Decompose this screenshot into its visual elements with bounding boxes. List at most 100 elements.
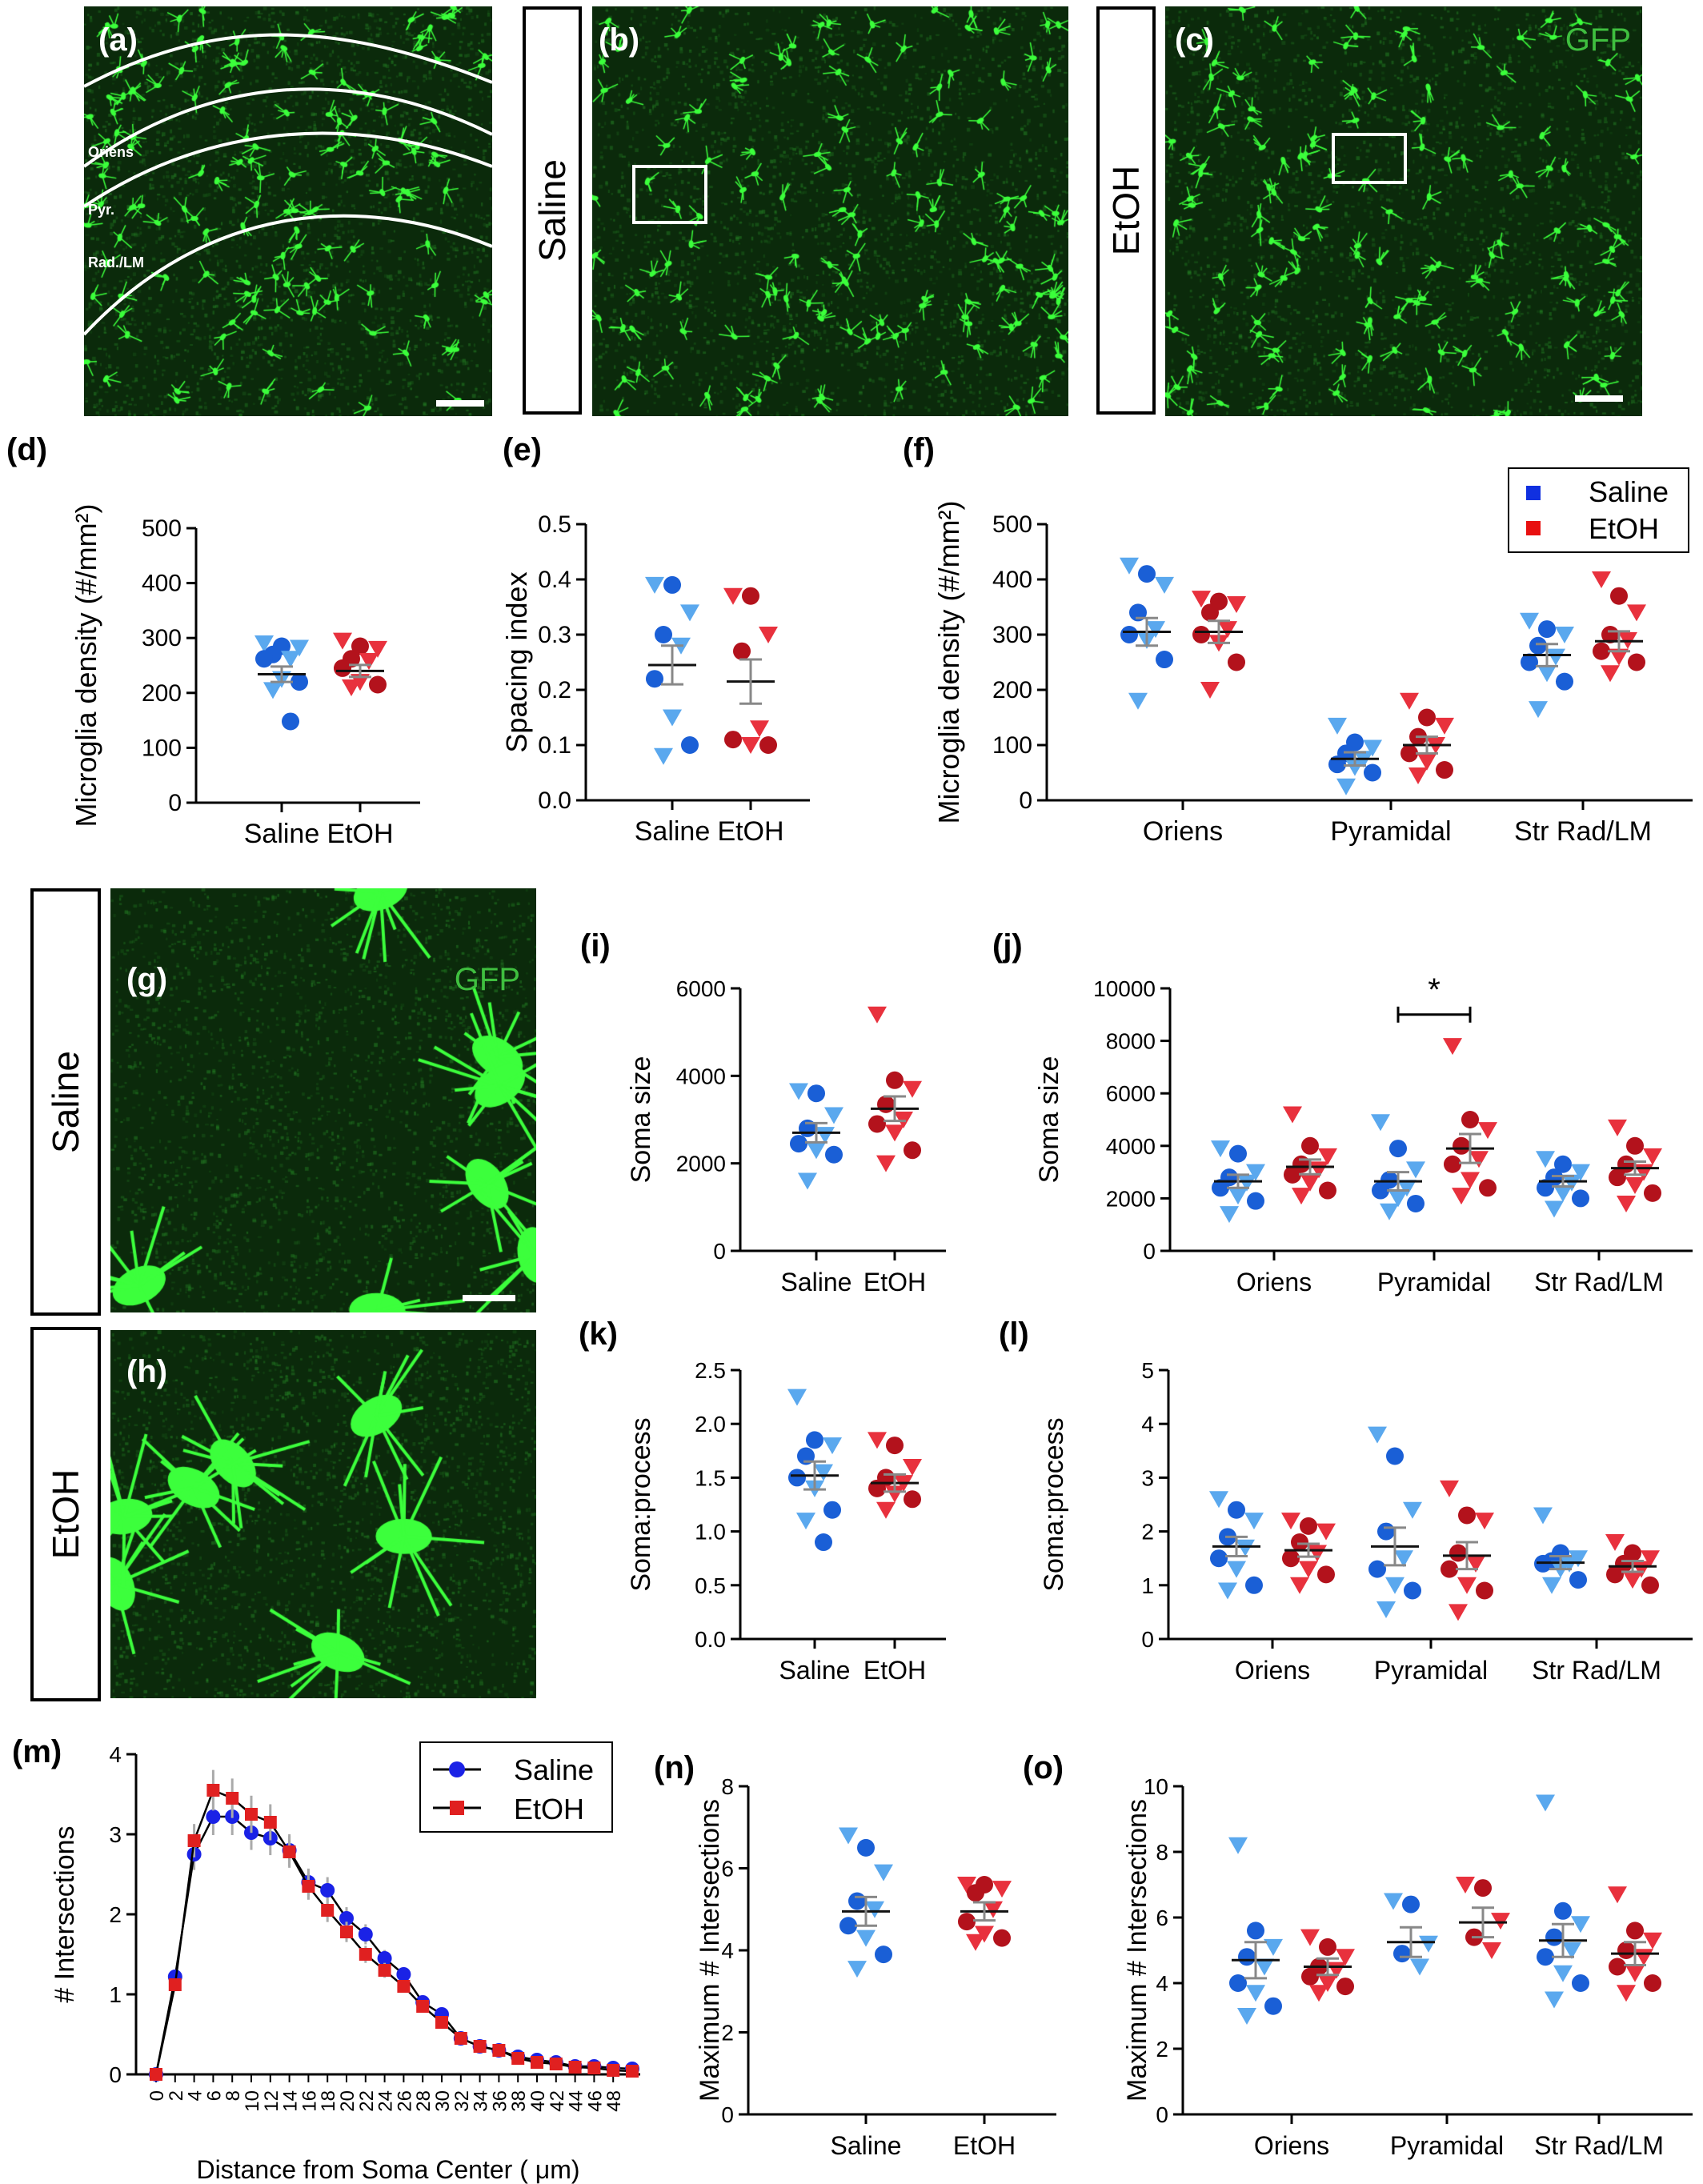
etoh-marker xyxy=(168,1978,182,1991)
etoh-point xyxy=(903,1458,922,1476)
layer-boundaries xyxy=(84,33,492,407)
panel-label-a: (a) xyxy=(98,22,138,58)
y-tick-label: 3 xyxy=(109,1822,122,1847)
saline-point xyxy=(663,709,682,727)
etoh-point xyxy=(750,720,769,738)
x-tick-label: 42 xyxy=(547,2090,568,2112)
saline-point xyxy=(1228,1188,1248,1205)
saline-point xyxy=(1368,1426,1387,1444)
saline-point xyxy=(839,1917,857,1935)
etoh-marker xyxy=(435,2016,448,2029)
saline-point xyxy=(1569,1550,1588,1568)
x-axis-title: Distance from Soma Center ( μm) xyxy=(197,2155,580,2184)
etoh-point xyxy=(1641,1550,1660,1568)
etoh-point xyxy=(741,737,760,754)
x-tick-label: 10 xyxy=(242,2090,263,2112)
panel-label: (n) xyxy=(654,1750,695,1785)
saline-point xyxy=(1128,692,1148,710)
x-tick-label: 2 xyxy=(166,2090,187,2101)
micrograph-c: (c) GFP xyxy=(1165,6,1642,416)
saline-point xyxy=(1394,1550,1413,1568)
x-tick-label: 46 xyxy=(584,2090,606,2112)
etoh-point xyxy=(1201,603,1219,622)
x-tick-label: 14 xyxy=(280,2090,302,2112)
etoh-marker xyxy=(531,2056,543,2069)
etoh-marker xyxy=(454,2032,467,2045)
etoh-point xyxy=(886,1071,904,1089)
etoh-point xyxy=(1319,1938,1336,1956)
etoh-point xyxy=(1449,1604,1468,1621)
x-tick-label: Oriens xyxy=(1235,1656,1310,1685)
etoh-marker xyxy=(473,2040,487,2053)
saline-point xyxy=(1521,653,1538,671)
y-tick-label: 2000 xyxy=(676,1152,726,1176)
y-axis-title: Maximum # Intersections xyxy=(1122,1799,1152,2102)
saline-point xyxy=(1146,621,1165,639)
etoh-point xyxy=(1227,596,1246,614)
x-tick-label: 16 xyxy=(299,2090,320,2112)
legend-marker-saline xyxy=(449,1761,465,1777)
saline-point xyxy=(1572,1189,1589,1208)
tissue-texture xyxy=(592,6,1068,416)
layer-label-radiatum: Rad./LM xyxy=(88,254,144,270)
saline-point xyxy=(825,1145,843,1164)
saline-point xyxy=(1244,1513,1264,1530)
saline-point xyxy=(680,604,699,622)
etoh-point xyxy=(1491,1913,1510,1930)
panel-label: (o) xyxy=(1023,1750,1064,1785)
etoh-point xyxy=(1641,1576,1659,1594)
stain-label-gfp: GFP xyxy=(454,962,520,997)
saline-point xyxy=(1571,1164,1590,1181)
panel-label-b: (b) xyxy=(599,22,640,58)
saline-point xyxy=(663,575,681,594)
y-tick-label: 2 xyxy=(1156,2037,1168,2062)
x-tick-label: 18 xyxy=(318,2090,339,2112)
etoh-point xyxy=(1436,761,1453,779)
y-tick-label: 5 xyxy=(1141,1358,1154,1383)
etoh-point xyxy=(1608,1119,1627,1136)
etoh-point xyxy=(886,1437,904,1455)
y-tick-label: 0.0 xyxy=(538,787,571,814)
saline-point xyxy=(1406,1161,1425,1179)
saline-point xyxy=(1419,1935,1438,1953)
chart-k: 0.0 0.5 1.0 1.5 2.0 2.5 Soma:process (k) Saline E… xyxy=(579,1316,946,1685)
saline-point xyxy=(1410,1958,1429,1976)
etoh-point xyxy=(1601,665,1620,683)
etoh-point xyxy=(1309,1985,1328,2002)
saline-point xyxy=(1245,1576,1263,1594)
x-tick-label: 38 xyxy=(508,2090,530,2112)
x-tick-label: Pyramidal xyxy=(1390,2131,1504,2160)
saline-point xyxy=(1372,1181,1389,1200)
panel-label-c: (c) xyxy=(1175,22,1214,58)
saline-point xyxy=(1556,672,1573,691)
saline-marker xyxy=(320,1883,335,1897)
etoh-point xyxy=(984,1901,1003,1918)
saline-point xyxy=(1229,1144,1247,1163)
x-tick-label: 8 xyxy=(222,2090,244,2101)
etoh-point xyxy=(723,587,743,605)
y-tick-label: 200 xyxy=(992,677,1032,703)
y-axis-title: Soma:process xyxy=(626,1417,656,1591)
etoh-point xyxy=(1319,1181,1336,1200)
saline-point xyxy=(1553,1965,1573,1982)
y-axis-title: Soma:process xyxy=(1039,1417,1069,1591)
stain-label-gfp: GFP xyxy=(1565,22,1631,58)
etoh-point xyxy=(1482,1942,1501,1959)
saline-point xyxy=(1571,1916,1590,1934)
y-axis-title: Microglia density (#/mm²) xyxy=(70,503,102,827)
etoh-point xyxy=(1318,1148,1337,1165)
etoh-point xyxy=(1300,1174,1320,1192)
saline-point xyxy=(1536,1794,1555,1812)
etoh-point xyxy=(1466,1555,1485,1573)
etoh-point xyxy=(967,1884,984,1902)
y-tick-label: 100 xyxy=(142,735,182,761)
y-tick-label: 0 xyxy=(109,2062,122,2087)
layer-label-pyramidal: Pyr. xyxy=(88,202,115,218)
saline-point xyxy=(1212,1179,1229,1197)
x-tick-label: Saline xyxy=(244,819,320,849)
etoh-point xyxy=(1336,1949,1355,1966)
y-tick-label: 6000 xyxy=(676,976,726,1001)
etoh-point xyxy=(992,1881,1012,1898)
y-tick-label: 0 xyxy=(1143,1239,1156,1264)
chart-i: 0 2000 4000 6000 Soma size (i) Saline EtOH xyxy=(580,928,946,1296)
